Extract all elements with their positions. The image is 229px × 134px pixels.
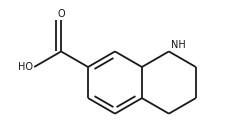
Text: O: O bbox=[57, 9, 65, 19]
Text: HO: HO bbox=[17, 62, 33, 72]
Text: NH: NH bbox=[170, 40, 184, 50]
